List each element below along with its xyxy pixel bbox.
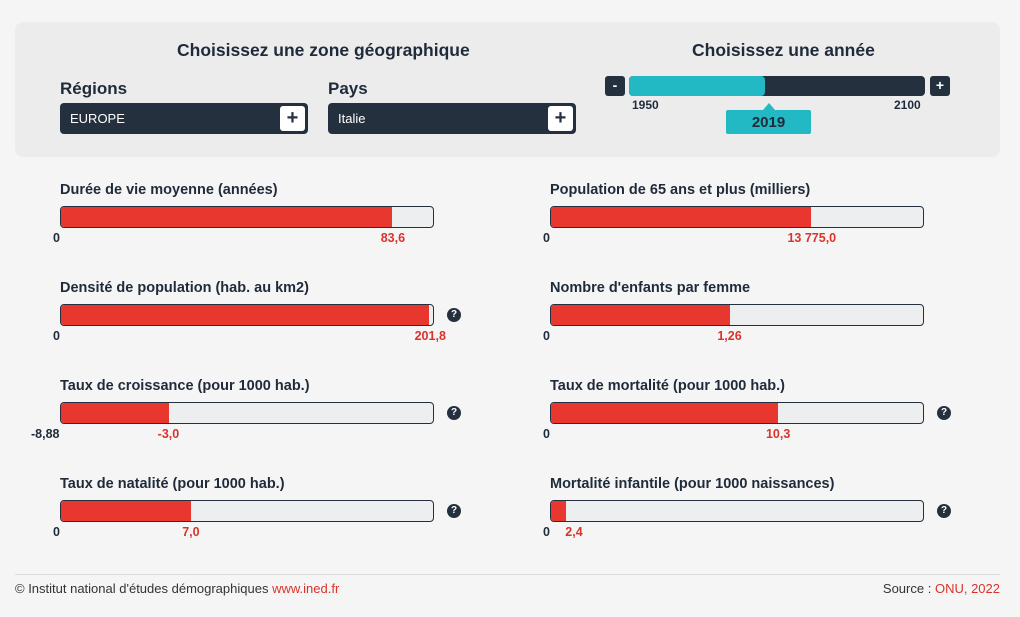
- metric-6-help-icon[interactable]: ?: [937, 406, 951, 420]
- copyright-text: © Institut national d'études démographiq…: [15, 581, 269, 596]
- metric-5-bar: [60, 402, 434, 424]
- metric-6-bar: [550, 402, 924, 424]
- metric-8-help-icon[interactable]: ?: [937, 504, 951, 518]
- ined-link[interactable]: www.ined.fr: [272, 581, 340, 596]
- metric-1-bar-fill: [61, 207, 393, 227]
- metric-1-bar: [60, 206, 434, 228]
- metric-2-current-value: 13 775,0: [787, 231, 837, 245]
- metric-4-min-value: 0: [543, 329, 550, 343]
- metric-5-bar-fill: [61, 403, 169, 423]
- metric-3-bar-fill: [61, 305, 430, 325]
- region-plus-button[interactable]: +: [280, 106, 305, 131]
- metric-1-min-value: 0: [53, 231, 60, 245]
- metric-7-current-value: 7,0: [182, 525, 200, 539]
- metric-7-help-icon[interactable]: ?: [447, 504, 461, 518]
- year-min-label: 1950: [632, 98, 659, 112]
- footer-source: Source : ONU, 2022: [883, 581, 1000, 596]
- metric-3-help-icon[interactable]: ?: [447, 308, 461, 322]
- metric-2-bar-fill: [551, 207, 812, 227]
- metric-1-title: Durée de vie moyenne (années): [60, 182, 278, 198]
- metric-4-title: Nombre d'enfants par femme: [550, 280, 751, 296]
- country-plus-button[interactable]: +: [548, 106, 573, 131]
- metric-8-title: Mortalité infantile (pour 1000 naissance…: [550, 476, 835, 492]
- metric-7-bar-fill: [61, 501, 192, 521]
- metric-4-bar-fill: [551, 305, 730, 325]
- metric-7-bar: [60, 500, 434, 522]
- country-label: Pays: [328, 79, 368, 98]
- selected-year-badge[interactable]: 2019: [726, 110, 811, 134]
- metric-2-min-value: 0: [543, 231, 550, 245]
- year-slider-track[interactable]: [629, 76, 925, 96]
- metric-6-bar-fill: [551, 403, 778, 423]
- metric-8-bar-fill: [551, 501, 566, 521]
- country-select[interactable]: Italie +: [328, 103, 576, 134]
- metric-3-min-value: 0: [53, 329, 60, 343]
- metric-5-current-value: -3,0: [157, 427, 180, 441]
- metric-8-min-value: 0: [543, 525, 550, 539]
- metric-4-bar: [550, 304, 924, 326]
- metric-4-current-value: 1,26: [717, 329, 742, 343]
- metric-6-current-value: 10,3: [765, 427, 791, 441]
- metric-7-min-value: 0: [53, 525, 60, 539]
- metric-3-bar: [60, 304, 434, 326]
- metric-8-bar: [550, 500, 924, 522]
- year-decrement-button[interactable]: -: [605, 76, 625, 96]
- metric-2-title: Population de 65 ans et plus (milliers): [550, 182, 811, 198]
- year-slider-fill[interactable]: [629, 76, 766, 96]
- country-select-value: Italie: [338, 111, 366, 126]
- metric-3-current-value: 201,8: [414, 329, 446, 343]
- source-label: Source :: [882, 581, 932, 596]
- year-max-label: 2100: [894, 98, 921, 112]
- metric-5-help-icon[interactable]: ?: [447, 406, 461, 420]
- metric-6-title: Taux de mortalité (pour 1000 hab.): [550, 378, 786, 394]
- metric-5-min-value: -8,88: [31, 427, 60, 441]
- metric-5-title: Taux de croissance (pour 1000 hab.): [60, 378, 310, 394]
- metric-3-title: Densité de population (hab. au km2): [60, 280, 309, 296]
- footer-credit: © Institut national d'études démographiq…: [15, 581, 339, 596]
- regions-label: Régions: [60, 79, 128, 98]
- metric-8-current-value: 2,4: [565, 525, 583, 539]
- footer-divider: [15, 574, 1000, 575]
- metric-2-bar: [550, 206, 924, 228]
- metric-6-min-value: 0: [543, 427, 550, 441]
- year-title: Choisissez une année: [692, 40, 875, 60]
- zone-title: Choisissez une zone géographique: [177, 40, 470, 60]
- year-pointer: [763, 103, 775, 110]
- source-value[interactable]: ONU, 2022: [934, 581, 1000, 596]
- metric-1-current-value: 83,6: [380, 231, 406, 245]
- year-increment-button[interactable]: +: [930, 76, 950, 96]
- region-select[interactable]: EUROPE +: [60, 103, 308, 134]
- region-select-value: EUROPE: [70, 111, 125, 126]
- metric-7-title: Taux de natalité (pour 1000 hab.): [60, 476, 285, 492]
